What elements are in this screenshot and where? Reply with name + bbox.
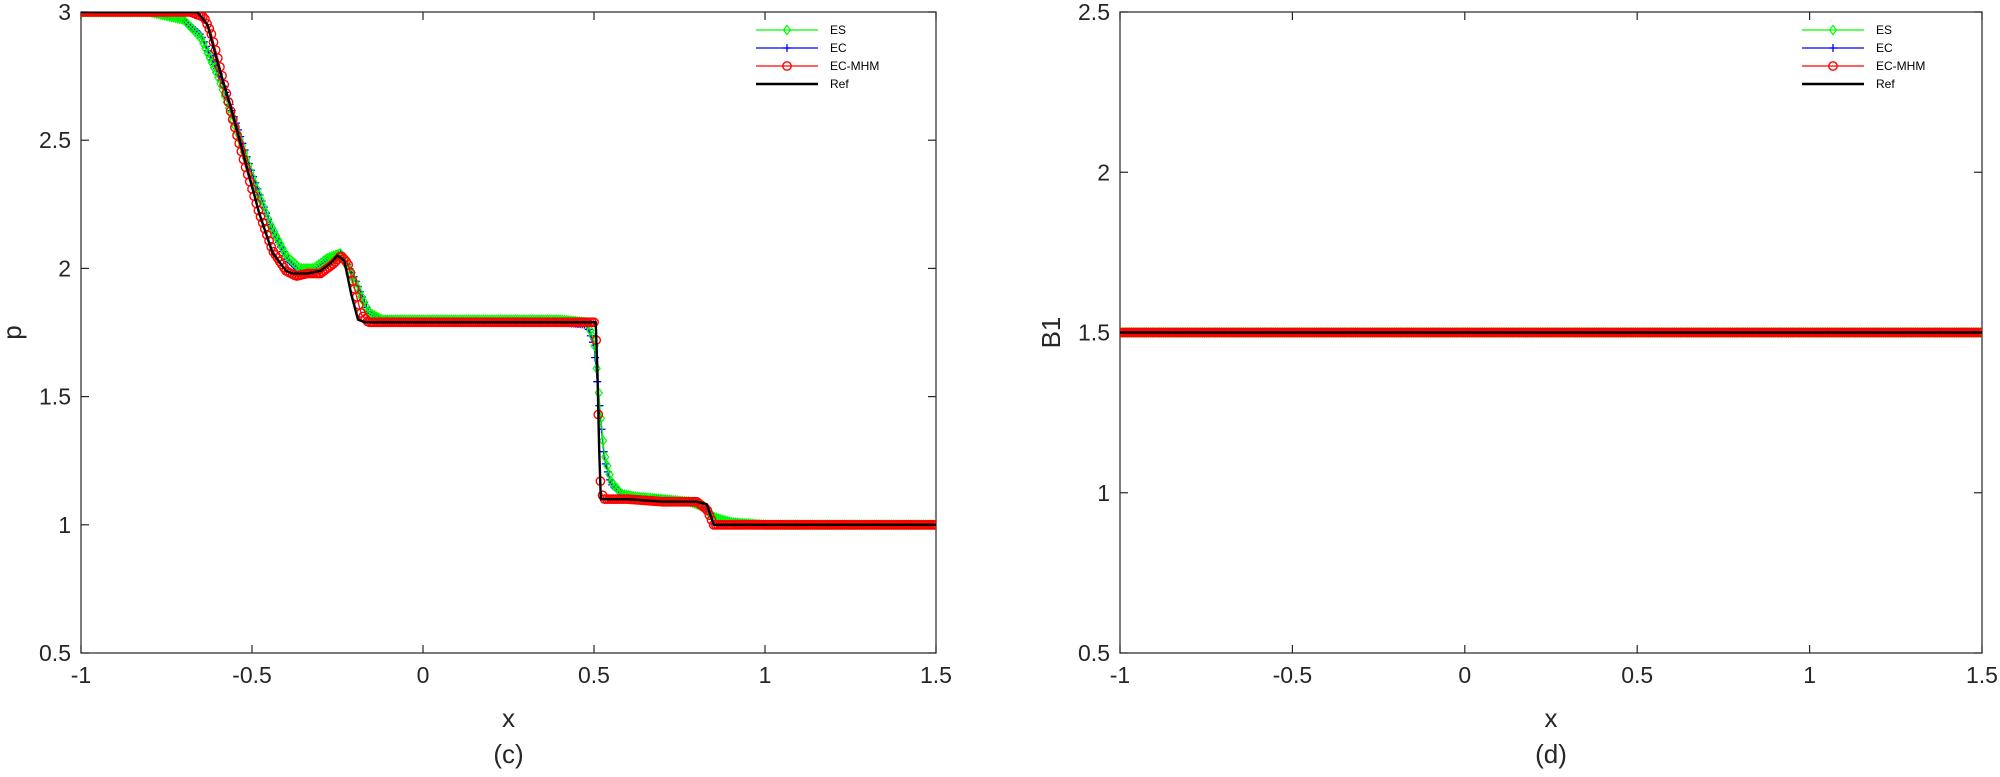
chart0-caption: (c) bbox=[493, 739, 523, 769]
chart1-legend-item-ec: EC bbox=[1802, 41, 1893, 55]
chart0-series-es-point bbox=[359, 296, 368, 308]
chart1-ytick-label: 0.5 bbox=[1078, 640, 1110, 666]
chart0-series-es-point bbox=[600, 451, 610, 463]
chart0-xtick-label: 0 bbox=[417, 662, 430, 688]
chart0-legend-item-es: ES bbox=[756, 23, 846, 37]
chart0-xtick-label: 1.5 bbox=[920, 662, 952, 688]
chart1-series-group bbox=[1120, 327, 1982, 338]
chart0-legend-item-ec: EC bbox=[756, 41, 847, 55]
chart1-ytick-label: 2.5 bbox=[1078, 0, 1110, 25]
chart0-legend-item-es-marker bbox=[782, 24, 792, 36]
chart0-series-es-point bbox=[271, 230, 281, 242]
chart0-series-group bbox=[81, 12, 936, 531]
chart0-ytick-label: 2.5 bbox=[39, 127, 71, 153]
chart1-legend-item-ec-mhm-marker bbox=[1828, 61, 1838, 71]
chart1-legend-item-es-label: ES bbox=[1876, 23, 1892, 37]
chart0-axes-box bbox=[80, 11, 937, 654]
chart0-xlabel: x bbox=[502, 703, 515, 733]
chart1-ytick-label: 1.5 bbox=[1078, 320, 1110, 346]
chart1-xtick-label: -0.5 bbox=[1273, 662, 1313, 688]
chart0-series-es-point bbox=[355, 286, 364, 298]
chart0-series-es-point bbox=[603, 460, 612, 472]
chart0-xtick-label: -0.5 bbox=[232, 662, 272, 688]
chart0-series-es-point bbox=[269, 226, 279, 238]
chart0-xtick-label: -1 bbox=[71, 662, 91, 688]
chart0-series-ec-mhm-point bbox=[202, 18, 213, 29]
chart0-legend-item-es-label: ES bbox=[830, 23, 846, 37]
chart0-plot: -1 -0.5 0 0.5 1 1.5 0.5 1 1.5 2 2.5 3 x p (c) ES EC EC-MH… bbox=[0, 0, 952, 769]
chart1-legend-item-ec-label: EC bbox=[1876, 41, 1893, 55]
chart0-xtick-label: 0.5 bbox=[578, 662, 610, 688]
chart0-series-es-point bbox=[267, 222, 277, 233]
chart1-xtick-label: 1.5 bbox=[1966, 662, 1998, 688]
chart0-series-es-point bbox=[278, 242, 287, 254]
chart0-legend-item-ec-mhm-marker bbox=[782, 61, 792, 71]
chart0-legend-item-ec-mhm: EC-MHM bbox=[756, 59, 879, 73]
chart0-series-es-point bbox=[196, 33, 206, 45]
chart0-series-ec-mhm-point bbox=[255, 211, 266, 222]
chart1-xtick-label: 0.5 bbox=[1621, 662, 1653, 688]
chart0-legend-item-ec-label: EC bbox=[830, 41, 847, 55]
chart0-series-es-point bbox=[149, 12, 159, 19]
chart0-legend-item-ec-mhm-label: EC-MHM bbox=[830, 59, 879, 73]
chart1-legend-item-es-marker bbox=[1828, 24, 1838, 36]
chart0-ytick-label: 3 bbox=[58, 0, 71, 25]
chart0-series-ref-line bbox=[81, 12, 936, 526]
chart0-series-es-point bbox=[147, 12, 157, 19]
chart0-legend-item-ref: Ref bbox=[756, 77, 849, 91]
chart0-series-es-point bbox=[605, 469, 614, 481]
chart1-caption: (d) bbox=[1535, 739, 1567, 769]
chart0-ylabel: p bbox=[0, 325, 27, 339]
chart0-ytick-label: 1 bbox=[58, 512, 71, 538]
chart0-series-ref bbox=[81, 12, 936, 526]
chart1-xtick-label: 0 bbox=[1458, 662, 1471, 688]
chart0-series-es-point bbox=[205, 52, 215, 64]
chart0-series-es-point bbox=[276, 238, 285, 250]
chart1-ytick-label: 1 bbox=[1097, 480, 1110, 506]
chart1-legend-item-es: ES bbox=[1802, 23, 1892, 37]
chart0-series-es-point bbox=[598, 435, 608, 447]
chart1-legend-item-ref-label: Ref bbox=[1876, 77, 1895, 91]
chart1-ylabel: B1 bbox=[1036, 317, 1066, 349]
chart0-legend-item-ec-marker bbox=[783, 44, 791, 52]
chart0-series-es-point bbox=[177, 13, 187, 25]
chart1-legend-item-ec-mhm-label: EC-MHM bbox=[1876, 59, 1925, 73]
chart0-legend: ES EC EC-MHM Ref bbox=[756, 23, 879, 91]
chart0-ytick-label: 2 bbox=[58, 255, 71, 281]
chart1-plot: -1 -0.5 0 0.5 1 1.5 0.5 1 1.5 2 2.5 x B1 (d) ES EC EC-MH… bbox=[1036, 0, 1998, 769]
chart0-series-es-point bbox=[203, 47, 212, 59]
chart0-legend-item-ref-label: Ref bbox=[830, 77, 849, 91]
chart0-series-es-point bbox=[199, 38, 208, 50]
chart0-series-es-point bbox=[273, 234, 283, 246]
chart0-xtick-label: 1 bbox=[759, 662, 772, 688]
chart1-legend-item-ec-marker bbox=[1829, 44, 1837, 52]
chart0-ytick-label: 0.5 bbox=[39, 640, 71, 666]
chart0-ytick-label: 1.5 bbox=[39, 384, 71, 410]
chart1-xtick-label: 1 bbox=[1803, 662, 1816, 688]
chart1-ytick-label: 2 bbox=[1097, 159, 1110, 185]
chart1-legend-item-ec-mhm: EC-MHM bbox=[1802, 59, 1925, 73]
chart1-xtick-label: -1 bbox=[1110, 662, 1130, 688]
chart0-series-es-point bbox=[346, 268, 356, 280]
chart1-legend-item-ref: Ref bbox=[1802, 77, 1895, 91]
chart1-xlabel: x bbox=[1545, 703, 1558, 733]
chart0-series-es-point bbox=[201, 43, 210, 54]
chart1-legend: ES EC EC-MHM Ref bbox=[1802, 23, 1925, 91]
